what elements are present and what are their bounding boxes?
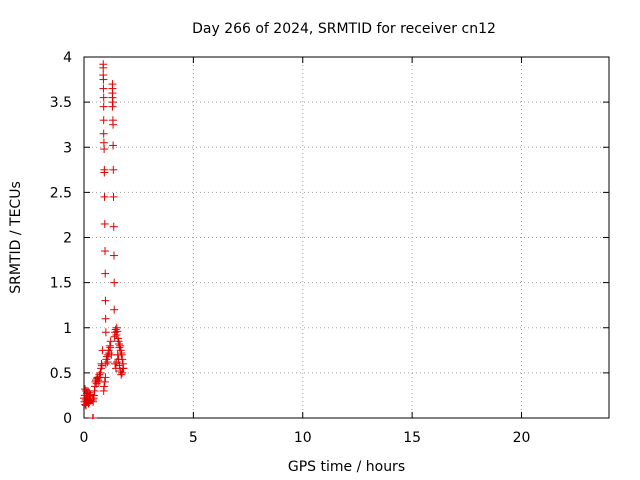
x-tick-label: 20 bbox=[513, 430, 531, 446]
data-point bbox=[99, 116, 108, 125]
data-point bbox=[109, 222, 118, 231]
data-point bbox=[100, 377, 109, 386]
data-point bbox=[89, 414, 98, 419]
data-point bbox=[82, 389, 91, 398]
data-point bbox=[109, 120, 118, 129]
data-point bbox=[109, 141, 118, 150]
data-point bbox=[101, 314, 110, 323]
data-point bbox=[108, 102, 117, 111]
data-point bbox=[100, 192, 109, 201]
x-tick-label: 5 bbox=[189, 430, 198, 446]
data-point bbox=[118, 364, 127, 373]
data-point bbox=[99, 129, 108, 138]
data-point bbox=[99, 75, 108, 84]
data-point bbox=[116, 341, 125, 350]
y-tick-label: 2 bbox=[63, 231, 72, 247]
chart-title: Day 266 of 2024, SRMTID for receiver cn1… bbox=[192, 21, 496, 37]
x-axis-label: GPS time / hours bbox=[288, 459, 405, 475]
data-point bbox=[101, 296, 110, 305]
y-tick-label: 0 bbox=[63, 411, 72, 427]
data-point bbox=[118, 368, 127, 377]
y-tick-label: 4 bbox=[63, 50, 72, 66]
x-tick-label: 0 bbox=[80, 430, 89, 446]
plot-frame bbox=[83, 56, 610, 419]
grid-lines bbox=[84, 57, 609, 418]
data-point bbox=[96, 368, 105, 377]
data-points bbox=[80, 60, 128, 419]
data-point bbox=[114, 355, 123, 364]
data-point bbox=[109, 165, 118, 174]
data-point bbox=[113, 327, 122, 336]
data-point bbox=[111, 325, 120, 334]
data-point bbox=[103, 358, 112, 367]
data-point bbox=[106, 337, 115, 346]
y-tick-labels: 0 0.5 1 1.5 2 2.5 3 3.5 4 bbox=[50, 50, 72, 427]
data-point bbox=[83, 395, 92, 404]
y-tick-label: 1 bbox=[63, 321, 72, 337]
data-point bbox=[100, 382, 109, 391]
y-tick-label: 3.5 bbox=[50, 95, 72, 111]
x-tick-label: 10 bbox=[294, 430, 312, 446]
data-point bbox=[81, 385, 90, 394]
data-point bbox=[101, 247, 109, 256]
data-point bbox=[112, 330, 121, 339]
data-point bbox=[100, 145, 109, 154]
y-tick-label: 2.5 bbox=[50, 185, 72, 201]
data-point bbox=[101, 328, 110, 337]
y-tick-label: 3 bbox=[63, 140, 72, 156]
data-point bbox=[110, 278, 119, 287]
data-point bbox=[110, 305, 119, 314]
data-point bbox=[100, 168, 109, 177]
axis-ticks bbox=[83, 56, 609, 419]
data-point bbox=[109, 192, 118, 201]
data-point bbox=[97, 361, 106, 370]
data-point bbox=[111, 359, 120, 368]
data-point bbox=[109, 251, 118, 260]
data-point bbox=[100, 219, 109, 228]
data-point bbox=[84, 399, 93, 408]
y-tick-label: 1.5 bbox=[50, 276, 72, 292]
data-point bbox=[99, 102, 108, 111]
x-tick-labels: 0 5 10 15 20 bbox=[80, 430, 531, 446]
data-point bbox=[99, 63, 108, 72]
x-tick-label: 15 bbox=[403, 430, 421, 446]
data-point bbox=[99, 93, 108, 102]
y-tick-label: 0.5 bbox=[50, 366, 72, 382]
data-point bbox=[101, 269, 110, 278]
data-point bbox=[117, 370, 126, 379]
data-point bbox=[99, 84, 108, 93]
data-point bbox=[113, 350, 122, 359]
data-point bbox=[101, 373, 110, 382]
y-axis-label: SRMTID / TECUs bbox=[8, 181, 24, 294]
